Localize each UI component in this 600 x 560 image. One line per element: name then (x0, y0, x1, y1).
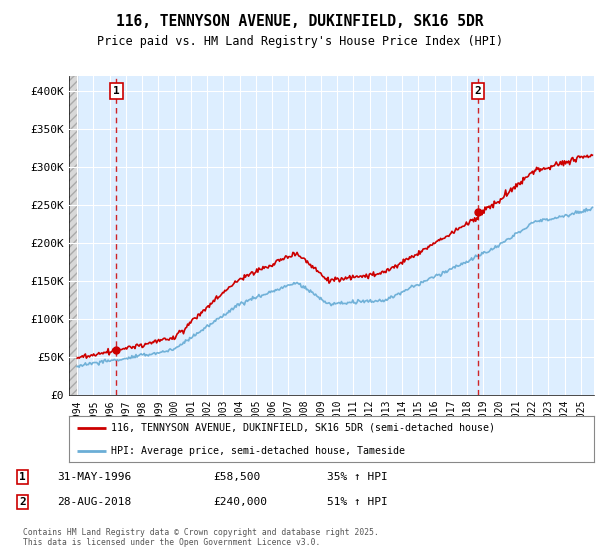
Text: Contains HM Land Registry data © Crown copyright and database right 2025.
This d: Contains HM Land Registry data © Crown c… (23, 528, 379, 547)
Text: 1: 1 (113, 86, 120, 96)
Text: 2: 2 (19, 497, 26, 507)
Text: 116, TENNYSON AVENUE, DUKINFIELD, SK16 5DR (semi-detached house): 116, TENNYSON AVENUE, DUKINFIELD, SK16 5… (111, 423, 495, 432)
Bar (69, 76, 78, 395)
Text: £58,500: £58,500 (213, 472, 260, 482)
Text: 2: 2 (475, 86, 481, 96)
Text: 51% ↑ HPI: 51% ↑ HPI (327, 497, 388, 507)
Text: 35% ↑ HPI: 35% ↑ HPI (327, 472, 388, 482)
Text: 116, TENNYSON AVENUE, DUKINFIELD, SK16 5DR: 116, TENNYSON AVENUE, DUKINFIELD, SK16 5… (116, 14, 484, 29)
Text: Price paid vs. HM Land Registry's House Price Index (HPI): Price paid vs. HM Land Registry's House … (97, 35, 503, 48)
Text: 1: 1 (19, 472, 26, 482)
Text: HPI: Average price, semi-detached house, Tameside: HPI: Average price, semi-detached house,… (111, 446, 405, 455)
Text: £240,000: £240,000 (213, 497, 267, 507)
Text: 31-MAY-1996: 31-MAY-1996 (57, 472, 131, 482)
Text: 28-AUG-2018: 28-AUG-2018 (57, 497, 131, 507)
